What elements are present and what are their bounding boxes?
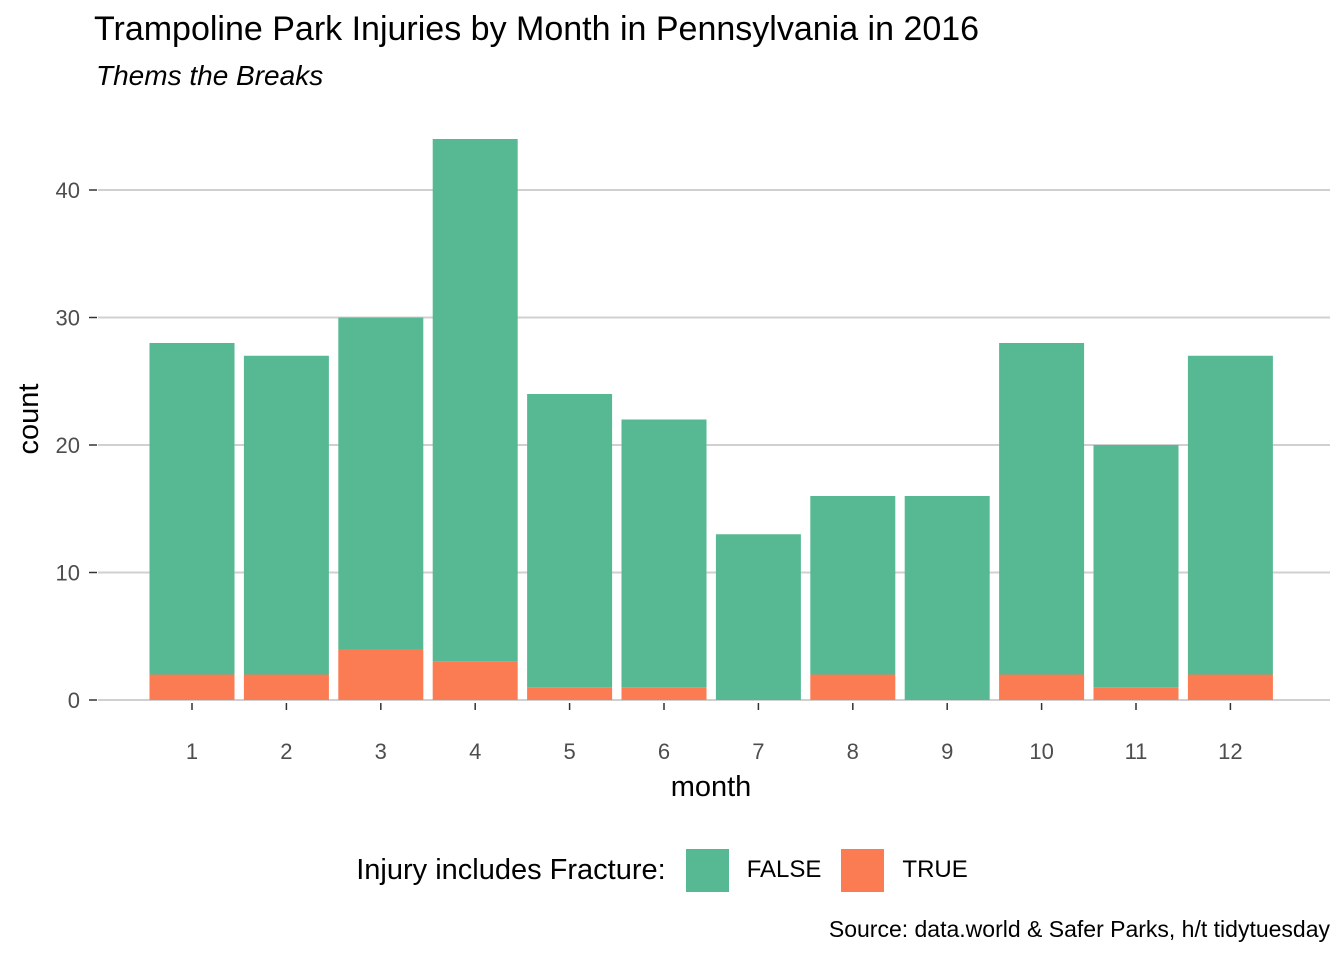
bar-true-month-6: [621, 687, 707, 700]
y-tick-label-40: 40: [56, 178, 80, 203]
bars: [149, 139, 1273, 700]
x-tick-label-1: 1: [186, 739, 198, 764]
x-axis-title: month: [671, 771, 752, 803]
x-tick-label-2: 2: [280, 739, 292, 764]
bar-false-month-6: [621, 419, 707, 688]
bar-true-month-8: [810, 674, 896, 700]
chart-caption: Source: data.world & Safer Parks, h/t ti…: [828, 916, 1330, 942]
x-tick-label-9: 9: [941, 739, 953, 764]
x-axis: 1 2 3 4 5 6 7 8 9 10 11 12: [186, 703, 1243, 764]
bar-false-month-3: [338, 317, 424, 649]
bar-true-month-12: [1187, 674, 1273, 700]
chart-subtitle: Thems the Breaks: [96, 60, 324, 91]
y-tick-label-0: 0: [68, 688, 80, 713]
x-tick-label-10: 10: [1029, 739, 1053, 764]
bar-false-month-1: [149, 343, 235, 675]
legend-key-false: [685, 848, 729, 892]
bar-false-month-12: [1187, 355, 1273, 675]
x-tick-label-6: 6: [658, 739, 670, 764]
x-tick-label-12: 12: [1218, 739, 1242, 764]
bar-true-month-11: [1093, 687, 1179, 700]
y-tick-label-30: 30: [56, 306, 80, 331]
bar-false-month-2: [243, 355, 329, 675]
bar-false-month-11: [1093, 445, 1179, 688]
x-tick-label-5: 5: [563, 739, 575, 764]
bar-true-month-4: [432, 661, 518, 700]
x-tick-label-11: 11: [1125, 739, 1148, 764]
y-tick-label-20: 20: [56, 433, 80, 458]
legend-label-true: TRUE: [902, 856, 968, 883]
bar-true-month-2: [243, 674, 329, 700]
bar-false-month-5: [527, 394, 613, 688]
legend-item-true: TRUE: [841, 848, 968, 892]
legend-title: Injury includes Fracture:: [356, 853, 666, 886]
bar-true-month-10: [999, 674, 1085, 700]
chart-title: Trampoline Park Injuries by Month in Pen…: [94, 10, 980, 48]
bar-true-month-1: [149, 674, 235, 700]
bar-true-month-3: [338, 649, 424, 700]
y-axis-title: count: [13, 384, 45, 455]
x-tick-label-8: 8: [847, 739, 859, 764]
bar-false-month-10: [999, 343, 1085, 675]
y-tick-label-10: 10: [56, 561, 80, 586]
bar-false-month-8: [810, 496, 896, 675]
legend: Injury includes Fracture: FALSE TRUE: [0, 846, 1344, 894]
bar-false-month-9: [904, 496, 990, 700]
legend-label-false: FALSE: [746, 856, 822, 883]
legend-item-false: FALSE: [685, 848, 822, 892]
legend-key-true: [841, 848, 885, 892]
bar-true-month-5: [527, 687, 613, 700]
x-tick-label-4: 4: [469, 739, 481, 764]
y-axis: 0 10 20 30 40: [56, 178, 97, 713]
bar-false-month-4: [432, 139, 518, 662]
x-tick-label-3: 3: [375, 739, 387, 764]
x-tick-label-7: 7: [752, 739, 764, 764]
bar-false-month-7: [715, 534, 801, 700]
